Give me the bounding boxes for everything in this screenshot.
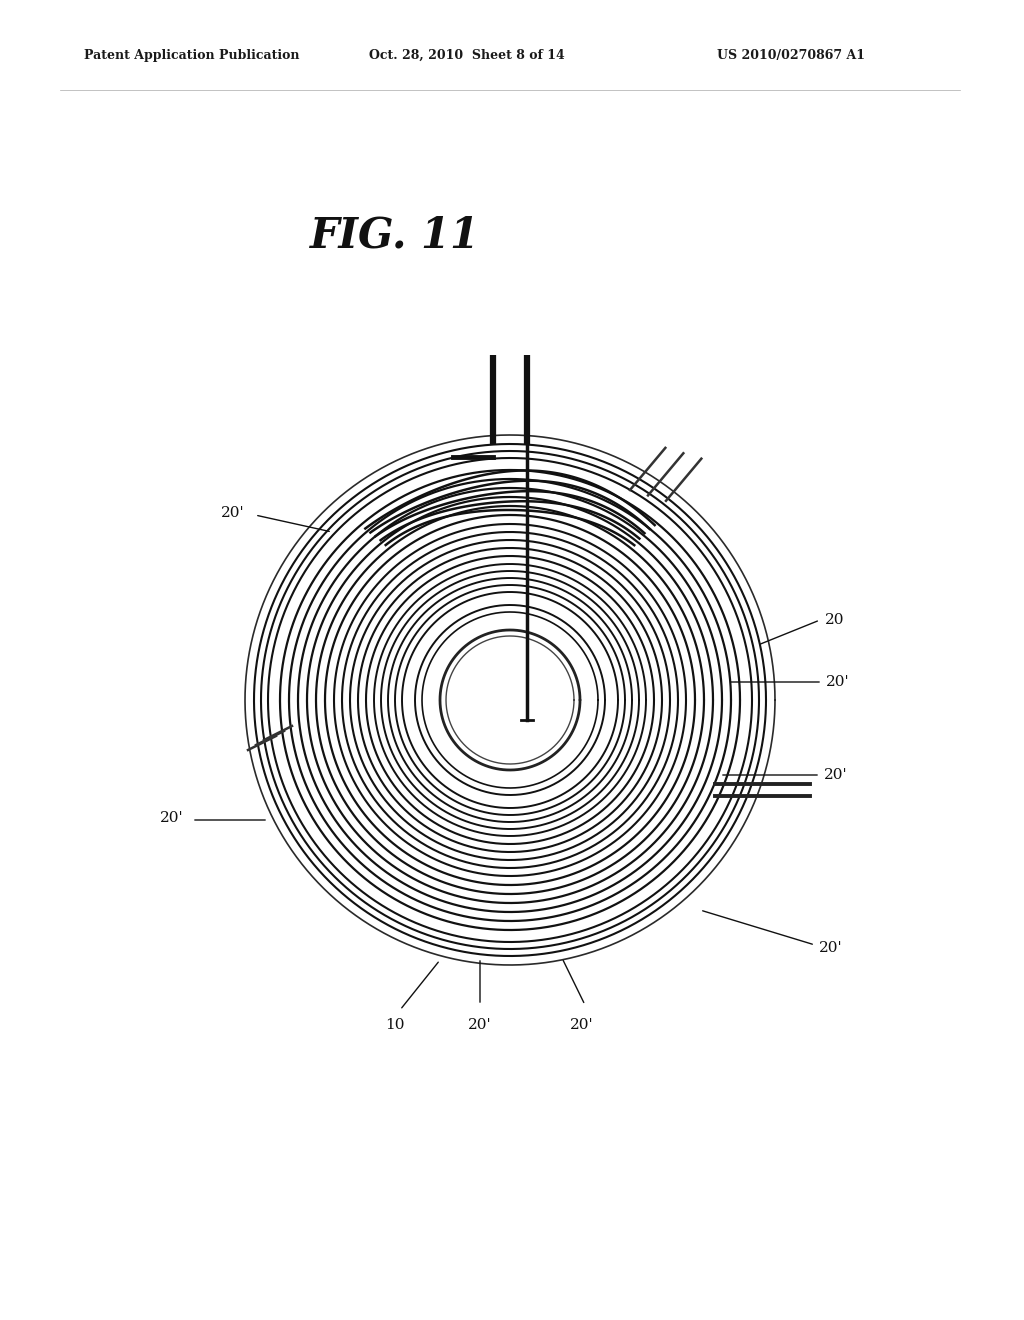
Text: Oct. 28, 2010  Sheet 8 of 14: Oct. 28, 2010 Sheet 8 of 14 — [369, 49, 564, 62]
Text: US 2010/0270867 A1: US 2010/0270867 A1 — [717, 49, 865, 62]
Text: 20': 20' — [221, 506, 245, 520]
Text: 20': 20' — [826, 675, 850, 689]
Text: 20': 20' — [824, 768, 848, 781]
Text: 20': 20' — [819, 941, 843, 954]
Text: 20': 20' — [570, 1018, 594, 1032]
Text: Patent Application Publication: Patent Application Publication — [84, 49, 299, 62]
Text: 20': 20' — [161, 810, 184, 825]
Text: 20': 20' — [468, 1018, 492, 1032]
Text: 10: 10 — [385, 1018, 404, 1032]
Text: FIG. 11: FIG. 11 — [310, 214, 480, 256]
Text: 20: 20 — [825, 612, 845, 627]
